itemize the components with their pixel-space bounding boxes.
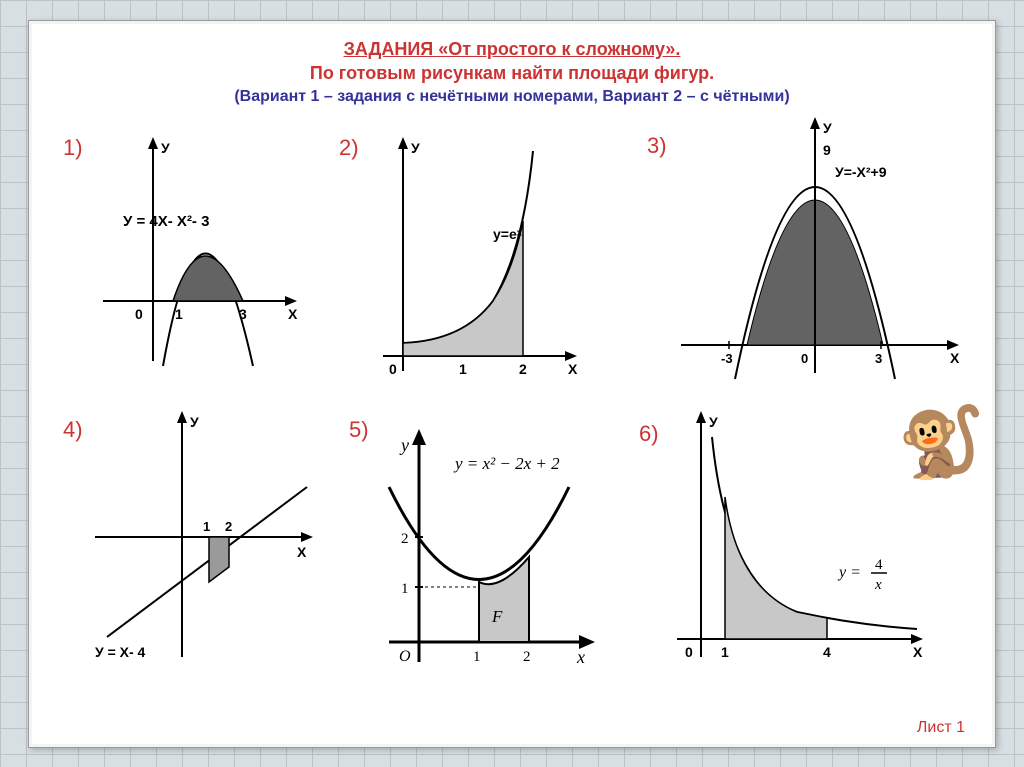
slide-frame: ЗАДАНИЯ «От простого к сложному». По гот… (28, 20, 996, 748)
y-axis-label: У (411, 140, 420, 156)
xtick-3: 3 (239, 306, 247, 322)
title-line-3: (Вариант 1 – задания с нечётными номерам… (29, 86, 995, 108)
header: ЗАДАНИЯ «От простого к сложному». По гот… (29, 21, 995, 107)
problem-number: 6) (639, 421, 659, 447)
chart-3: У X 0 9 У=-X²+9 -3 3 (675, 115, 965, 383)
y-axis-label: У (709, 414, 718, 430)
xtick-1: 1 (473, 649, 481, 665)
origin-label: 0 (135, 306, 143, 322)
problems-grid: 1) У X 0 1 3 У = 4X- X²- 3 2) (29, 107, 995, 707)
chart-2: У X 0 1 2 y=eˣ (373, 131, 583, 381)
x-axis-label: X (950, 350, 960, 366)
ytick-1: 1 (401, 581, 409, 597)
problem-number: 5) (349, 417, 369, 443)
title-line-2: По готовым рисункам найти площади фигур. (29, 61, 995, 85)
chart-1: У X 0 1 3 У = 4X- X²- 3 (93, 131, 303, 371)
problem-5: 5) y x O 1 2 1 2 F y = x² − 2x + 2 (349, 407, 609, 687)
y-axis-label: y (399, 435, 409, 455)
xtick-2: 2 (225, 519, 232, 534)
equation-6-y: y = (837, 564, 861, 581)
xtick-1: 1 (721, 644, 729, 660)
xtick-1: 1 (459, 361, 467, 377)
xtick-3: 3 (875, 351, 882, 366)
chart-4: У X 1 2 У = X- 4 (87, 407, 317, 667)
x-axis-label: x (576, 647, 585, 667)
problem-number: 1) (63, 135, 83, 161)
problem-4: 4) У X 1 2 У = X- 4 (63, 407, 323, 687)
origin-label: 0 (801, 351, 808, 366)
monkey-icon: 🐒 (898, 407, 985, 477)
y-axis-label: У (823, 120, 832, 136)
problem-number: 2) (339, 135, 359, 161)
region-label: F (491, 607, 503, 626)
xtick-1: 1 (203, 519, 210, 534)
origin-label: O (399, 648, 411, 665)
chart-6: У X 0 1 4 y = 4 x (667, 407, 927, 667)
equation-5: y = x² − 2x + 2 (453, 454, 560, 473)
xtick-1: 1 (175, 306, 183, 322)
x-axis-label: X (297, 544, 307, 560)
x-axis-label: X (913, 644, 923, 660)
equation-6-num: 4 (875, 557, 883, 573)
origin-label: 0 (685, 644, 693, 660)
equation-4: У = X- 4 (95, 644, 146, 660)
equation-1: У = 4X- X²- 3 (123, 213, 209, 230)
xtick-4: 4 (823, 644, 831, 660)
xtick-2: 2 (519, 361, 527, 377)
origin-label: 0 (389, 361, 397, 377)
y-axis-label: У (190, 414, 199, 430)
problem-number: 4) (63, 417, 83, 443)
problem-number: 3) (647, 133, 667, 159)
chart-5: y x O 1 2 1 2 F y = x² − 2x + 2 (379, 427, 599, 677)
y-axis-label: У (161, 140, 170, 156)
problem-3: 3) У X 0 9 У=-X²+9 -3 3 (647, 115, 967, 395)
ylabel-9: 9 (823, 142, 831, 158)
xtick-m3: -3 (721, 351, 733, 366)
equation-3: У=-X²+9 (835, 164, 887, 180)
problem-6: 6) 🐒 У X 0 1 4 y = 4 x (639, 407, 979, 687)
title-line-1: ЗАДАНИЯ «От простого к сложному». (29, 37, 995, 61)
x-axis-label: X (568, 361, 578, 377)
equation-2: y=eˣ (493, 226, 523, 242)
problem-2: 2) У X 0 1 2 y=eˣ (339, 131, 599, 391)
x-axis-label: X (288, 306, 298, 322)
sheet-label: Лист 1 (917, 719, 965, 737)
xtick-2: 2 (523, 649, 531, 665)
problem-1: 1) У X 0 1 3 У = 4X- X²- 3 (63, 131, 313, 391)
ytick-2: 2 (401, 531, 409, 547)
equation-6-den: x (874, 577, 882, 593)
